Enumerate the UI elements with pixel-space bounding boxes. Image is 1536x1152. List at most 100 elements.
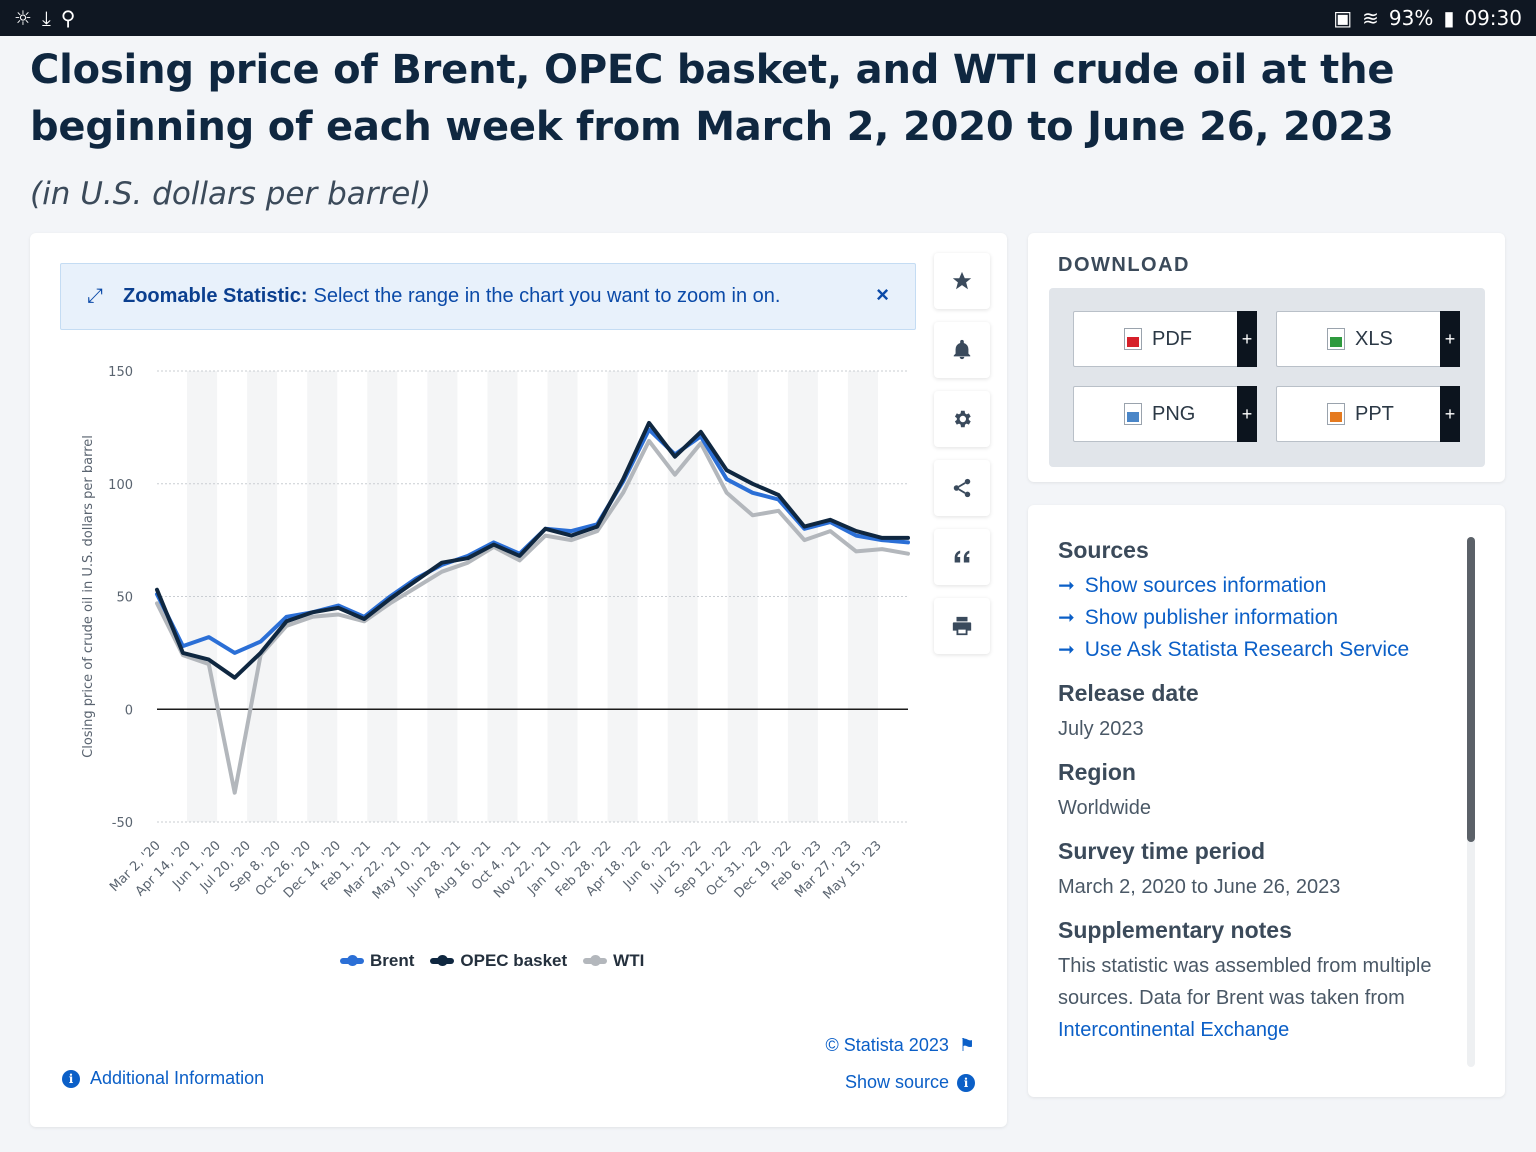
xls-file-icon [1327, 328, 1345, 350]
page-title: Closing price of Brent, OPEC basket, and… [30, 47, 1395, 150]
chart-card: ⤢ Zoomable Statistic: Select the range i… [30, 233, 1007, 1127]
share-button[interactable] [934, 460, 990, 516]
notes-body: This statistic was assembled from multip… [1058, 955, 1432, 1009]
favorite-button[interactable] [934, 253, 990, 309]
zoom-banner-label: Zoomable Statistic: [123, 285, 308, 307]
cite-button[interactable] [934, 529, 990, 585]
y-tick-label: 100 [108, 478, 133, 493]
pdf-file-icon [1124, 328, 1142, 350]
expand-icon: ⤢ [87, 285, 103, 307]
legend-label-wti: WTI [613, 951, 645, 970]
notes-heading: Supplementary notes [1058, 917, 1292, 943]
show-source-text: Show source [844, 1072, 949, 1092]
ppt-file-icon [1327, 403, 1345, 425]
legend-swatch-brent [340, 955, 364, 966]
legend-label-opec: OPEC basket [460, 951, 568, 970]
ask-statista-link[interactable]: ➞ Use Ask Statista Research Service [1058, 634, 1458, 666]
info-icon: i [957, 1073, 975, 1092]
show-publisher-link[interactable]: ➞ Show publisher information [1058, 602, 1458, 634]
xls-plus-button[interactable]: + [1440, 311, 1460, 367]
download-xls-button[interactable]: XLS + [1276, 311, 1460, 367]
show-source-link[interactable]: Show source i [845, 1072, 975, 1093]
sources-scrollbar[interactable] [1467, 537, 1475, 1067]
bell-icon [953, 339, 971, 360]
additional-information-link[interactable]: i Additional Information [62, 1068, 264, 1089]
download-ppt-button[interactable]: PPT + [1276, 386, 1460, 442]
download-icon: ⤓ [41, 6, 51, 30]
intercontinental-exchange-link[interactable]: Intercontinental Exchange [1058, 1019, 1290, 1041]
download-options: PDF + XLS + PNG + PPT + [1049, 288, 1485, 467]
png-plus-button[interactable]: + [1237, 386, 1257, 442]
zoom-banner: ⤢ Zoomable Statistic: Select the range i… [60, 263, 916, 330]
show-sources-text: Show sources information [1084, 574, 1327, 597]
release-value: July 2023 [1058, 718, 1144, 740]
page-subtitle: (in U.S. dollars per barrel) [30, 176, 432, 212]
battery-icon: ▮ [1443, 6, 1455, 30]
legend-item-wti[interactable]: WTI [583, 951, 644, 971]
y-tick-label: 150 [108, 365, 133, 380]
y-tick-label: -50 [112, 816, 133, 831]
settings-button[interactable] [934, 391, 990, 447]
sources-heading: Sources [1058, 537, 1149, 563]
info-icon: i [62, 1069, 80, 1088]
show-publisher-text: Show publisher information [1084, 606, 1339, 629]
close-icon[interactable]: × [876, 282, 889, 307]
battery-level: 93% [1388, 6, 1434, 30]
download-pdf-button[interactable]: PDF + [1073, 311, 1257, 367]
arrow-right-icon: ➞ [1058, 607, 1075, 629]
share-icon [953, 478, 971, 498]
period-heading: Survey time period [1058, 838, 1266, 864]
png-file-icon [1124, 403, 1142, 425]
credit-text: © Statista 2023 [825, 1035, 949, 1055]
ask-statista-text: Use Ask Statista Research Service [1084, 638, 1410, 661]
print-button[interactable] [934, 598, 990, 654]
region-heading: Region [1058, 759, 1136, 785]
download-card: DOWNLOAD PDF + XLS + PNG + PPT + [1028, 233, 1505, 482]
legend-item-brent[interactable]: Brent [340, 951, 414, 971]
scrollbar-thumb[interactable] [1467, 537, 1475, 842]
period-value: March 2, 2020 to June 26, 2023 [1058, 876, 1341, 898]
y-tick-label: 50 [116, 591, 133, 606]
status-icons-right: ▣ ≋ 93% ▮ 09:30 [1333, 6, 1522, 30]
y-axis-title: Closing price of crude oil in U.S. dolla… [81, 435, 96, 758]
zoom-banner-text: Select the range in the chart you want t… [313, 285, 781, 307]
notification-button[interactable] [934, 322, 990, 378]
legend-item-opec[interactable]: OPEC basket [430, 951, 567, 971]
keyhole-icon: ⚲ [60, 6, 76, 30]
download-png-label: PNG [1152, 402, 1196, 425]
release-heading: Release date [1058, 680, 1199, 706]
clock: 09:30 [1464, 6, 1522, 30]
line-chart[interactable]: 150 100 50 0 -50 Closing price of crude oil i… [30, 233, 1007, 953]
notes-text: This statistic was assembled from multip… [1058, 950, 1458, 1046]
download-xls-label: XLS [1355, 327, 1393, 350]
download-title: DOWNLOAD [1058, 254, 1190, 276]
notes-section: Supplementary notes This statistic was a… [1058, 917, 1458, 1046]
release-section: Release date July 2023 [1058, 680, 1458, 745]
legend-swatch-opec [430, 955, 455, 966]
ppt-plus-button[interactable]: + [1440, 386, 1460, 442]
region-section: Region Worldwide [1058, 759, 1458, 824]
show-sources-link[interactable]: ➞ Show sources information [1058, 570, 1458, 602]
page-header: Closing price of Brent, OPEC basket, and… [30, 42, 1500, 212]
status-bar: ☼ ⤓ ⚲ ▣ ≋ 93% ▮ 09:30 [0, 0, 1536, 36]
wifi-icon: ≋ [1362, 6, 1379, 30]
series-line-wti [155, 438, 910, 795]
statista-credit[interactable]: © Statista 2023 ⚑ [826, 1035, 975, 1056]
legend-label-brent: Brent [370, 951, 415, 970]
sources-card: Sources ➞ Show sources information ➞ Show … [1028, 505, 1505, 1097]
status-icons-left: ☼ ⤓ ⚲ [14, 6, 75, 30]
pdf-plus-button[interactable]: + [1237, 311, 1257, 367]
weather-icon: ☼ [14, 6, 32, 30]
period-section: Survey time period March 2, 2020 to June… [1058, 838, 1458, 903]
download-png-button[interactable]: PNG + [1073, 386, 1257, 442]
download-pdf-label: PDF [1152, 327, 1192, 350]
additional-information-text: Additional Information [90, 1068, 265, 1088]
flag-icon: ⚑ [958, 1035, 975, 1055]
print-icon [952, 616, 972, 636]
battery-saver-icon: ▣ [1333, 6, 1353, 30]
chart-toolbar [934, 253, 990, 667]
y-tick-label: 0 [125, 703, 133, 718]
region-value: Worldwide [1058, 797, 1151, 819]
quote-icon [954, 550, 970, 563]
sources-section: Sources ➞ Show sources information ➞ Show … [1058, 537, 1458, 666]
